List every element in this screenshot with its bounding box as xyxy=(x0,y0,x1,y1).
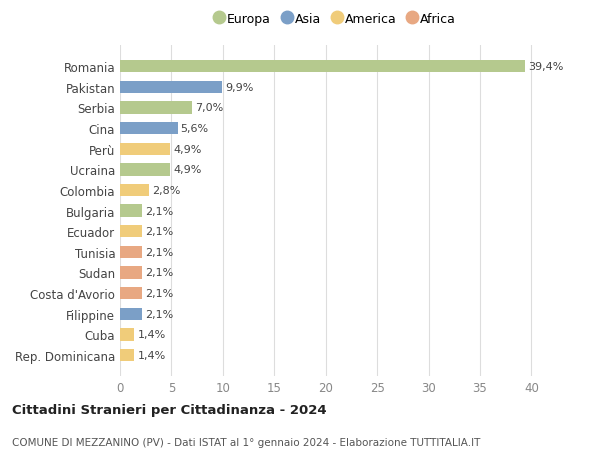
Text: 7,0%: 7,0% xyxy=(195,103,223,113)
Text: 2,1%: 2,1% xyxy=(145,309,173,319)
Text: 1,4%: 1,4% xyxy=(137,350,166,360)
Bar xyxy=(120,205,142,217)
Bar xyxy=(120,164,170,176)
Text: 9,9%: 9,9% xyxy=(225,83,253,93)
Bar xyxy=(120,246,142,258)
Bar xyxy=(120,61,525,73)
Text: COMUNE DI MEZZANINO (PV) - Dati ISTAT al 1° gennaio 2024 - Elaborazione TUTTITAL: COMUNE DI MEZZANINO (PV) - Dati ISTAT al… xyxy=(12,437,481,447)
Bar xyxy=(120,287,142,300)
Text: 39,4%: 39,4% xyxy=(529,62,564,72)
Bar xyxy=(120,123,178,135)
Text: 2,1%: 2,1% xyxy=(145,288,173,298)
Bar xyxy=(120,225,142,238)
Text: Cittadini Stranieri per Cittadinanza - 2024: Cittadini Stranieri per Cittadinanza - 2… xyxy=(12,403,326,416)
Text: 2,1%: 2,1% xyxy=(145,268,173,278)
Bar xyxy=(120,102,192,114)
Text: 1,4%: 1,4% xyxy=(137,330,166,340)
Bar xyxy=(120,185,149,197)
Bar xyxy=(120,308,142,320)
Text: 5,6%: 5,6% xyxy=(181,124,209,134)
Text: 2,8%: 2,8% xyxy=(152,185,180,196)
Bar xyxy=(120,349,134,361)
Bar xyxy=(120,329,134,341)
Text: 2,1%: 2,1% xyxy=(145,206,173,216)
Text: 2,1%: 2,1% xyxy=(145,227,173,237)
Text: 4,9%: 4,9% xyxy=(173,145,202,154)
Text: 2,1%: 2,1% xyxy=(145,247,173,257)
Bar xyxy=(120,143,170,156)
Bar xyxy=(120,82,222,94)
Bar xyxy=(120,267,142,279)
Legend: Europa, Asia, America, Africa: Europa, Asia, America, Africa xyxy=(216,12,456,25)
Text: 4,9%: 4,9% xyxy=(173,165,202,175)
